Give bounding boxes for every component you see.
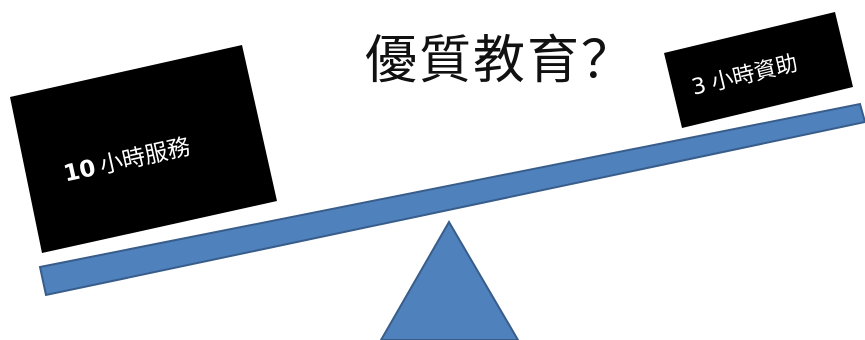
- fulcrum-triangle: [379, 220, 520, 340]
- right-weight-box: 3 小時資助: [664, 12, 853, 128]
- diagram-title: 優質教育？: [364, 31, 635, 91]
- left-weight-box: 10 小時服務: [10, 45, 277, 253]
- right-box-number: 3: [689, 73, 708, 101]
- seesaw-beam: [38, 102, 865, 297]
